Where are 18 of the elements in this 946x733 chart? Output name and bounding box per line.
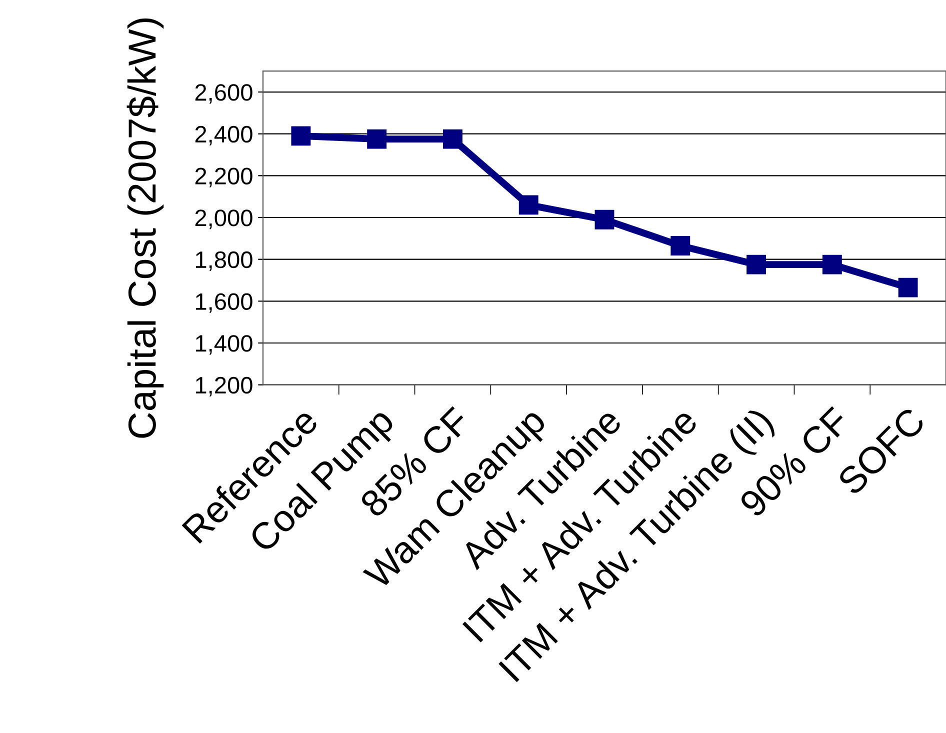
point xyxy=(822,254,842,274)
y-tick-label: 2,600 xyxy=(195,84,252,104)
point xyxy=(670,236,690,256)
point xyxy=(442,129,462,149)
point xyxy=(594,210,614,230)
y-tick-label: 2,000 xyxy=(195,210,252,230)
y-axis-title: Capital Cost (2007$/kW) xyxy=(126,18,164,438)
y-tick-label: 1,200 xyxy=(196,376,252,396)
y-tick-label: 2,200 xyxy=(195,168,252,188)
point xyxy=(291,126,311,146)
point xyxy=(367,129,387,149)
y-tick-label: 1,600 xyxy=(196,293,252,313)
point xyxy=(746,254,766,274)
point xyxy=(518,195,538,215)
y-tick-label: 1,800 xyxy=(196,251,252,271)
point xyxy=(898,278,918,298)
y-tick-label: 1,400 xyxy=(196,335,252,355)
y-tick-label: 2,400 xyxy=(195,126,252,146)
